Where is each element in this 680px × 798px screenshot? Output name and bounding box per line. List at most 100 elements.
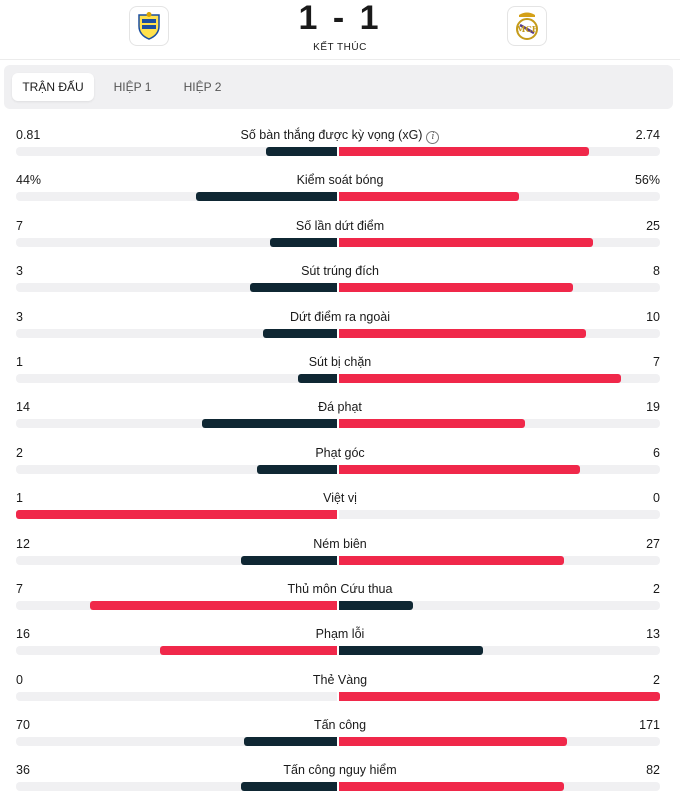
away-stat-value: 82	[646, 763, 660, 778]
tab-second-half[interactable]: HIỆP 2	[183, 80, 222, 94]
stat-label-wrap: Thẻ Vàng	[0, 673, 680, 688]
away-stat-bar-track	[339, 782, 660, 792]
stat-label: Sút trúng đích	[301, 264, 379, 279]
tab-match[interactable]: TRẬN ĐẤU	[12, 73, 94, 101]
stat-label-wrap: Việt vị	[0, 491, 680, 506]
home-stat-bar-track	[16, 373, 337, 383]
away-stat-bar-track	[339, 737, 660, 747]
stat-label: Đá phạt	[318, 400, 362, 415]
info-icon[interactable]: i	[426, 131, 440, 144]
home-stat-value: 1	[16, 491, 23, 506]
away-stat-value: 7	[653, 354, 660, 369]
away-stat-value: 0	[653, 491, 660, 506]
away-stat-bar	[339, 283, 573, 293]
match-score: 1 - 1	[298, 0, 382, 37]
stat-row: 44% Kiểm soát bóng 56%	[0, 163, 680, 208]
away-stat-bar	[339, 419, 525, 429]
home-stat-value: 44%	[16, 173, 42, 188]
home-stat-value: 14	[16, 400, 30, 415]
away-stat-value: 8	[653, 264, 660, 279]
home-stat-bar-track	[16, 782, 337, 792]
stat-label-wrap: Ném biên	[0, 537, 680, 552]
stat-label-wrap: Thủ môn Cứu thua	[0, 582, 680, 597]
home-stat-bar	[196, 192, 337, 202]
tab-first-half[interactable]: HIỆP 1	[113, 80, 152, 94]
away-stat-bar-track	[339, 464, 660, 474]
stat-label: Thủ môn Cứu thua	[287, 581, 393, 596]
home-stat-value: 0.81	[16, 128, 41, 142]
stat-label: Kiểm soát bóng	[296, 173, 384, 188]
home-stat-value: 1	[16, 354, 23, 369]
away-stat-value: 19	[646, 400, 660, 415]
stat-row: 7 Số lần dứt điểm 25	[0, 209, 680, 254]
las-palmas-crest-icon[interactable]	[129, 6, 169, 46]
away-stat-bar	[339, 555, 564, 565]
stat-label-wrap: Dứt điểm ra ngoài	[0, 310, 680, 325]
away-stat-bar-track	[339, 510, 660, 520]
away-stat-bar-track	[339, 646, 660, 656]
home-stat-bar	[16, 510, 337, 520]
stat-row: 16 Phạm lỗi 13	[0, 617, 680, 662]
stat-label: Ném biên	[313, 536, 367, 551]
home-stat-bar	[266, 147, 337, 156]
home-stat-bar	[160, 646, 337, 656]
stat-label-wrap: Số bàn thắng được kỳ vọng (xG) i	[0, 128, 680, 144]
away-stat-bar-track	[339, 373, 660, 383]
home-stat-bar	[241, 555, 337, 565]
home-stat-bar-track	[16, 510, 337, 520]
away-stat-value: 171	[639, 718, 660, 733]
stat-label: Thẻ Vàng	[312, 672, 368, 687]
away-stat-bar	[339, 192, 519, 202]
stat-row: 3 Dứt điểm ra ngoài 10	[0, 300, 680, 345]
stat-row: 0 Thẻ Vàng 2	[0, 663, 680, 708]
stat-label: Tấn công nguy hiểm	[283, 763, 397, 778]
away-stat-bar-track	[339, 691, 660, 701]
stat-row: 2 Phạt góc 6	[0, 436, 680, 481]
home-stat-value: 7	[16, 581, 23, 596]
away-stat-bar	[339, 464, 580, 474]
home-stat-bar-track	[16, 328, 337, 338]
away-stat-value: 2	[653, 672, 660, 687]
stat-label-wrap: Phạm lỗi	[0, 627, 680, 642]
stat-label: Phạt góc	[315, 445, 365, 460]
away-stat-value: 27	[646, 536, 660, 551]
stat-label-wrap: Tấn công nguy hiểm	[0, 763, 680, 778]
away-stat-bar	[339, 600, 413, 610]
away-stat-value: 56%	[634, 173, 660, 188]
stats-list: 0.81 Số bàn thắng được kỳ vọng (xG) i 2.74 4…	[0, 118, 680, 798]
stat-row: 70 Tấn công 171	[0, 708, 680, 753]
stat-row: 36 Tấn công nguy hiểm 82	[0, 753, 680, 798]
home-stat-bar-track	[16, 555, 337, 565]
svg-text:MCF: MCF	[517, 24, 538, 34]
home-stat-bar	[263, 328, 337, 338]
away-stat-bar	[339, 782, 564, 792]
away-stat-value: 2	[653, 581, 660, 596]
away-stat-value: 6	[653, 445, 660, 460]
away-stat-value: 13	[646, 627, 660, 642]
away-stat-bar	[339, 646, 483, 656]
stat-row: 7 Thủ môn Cứu thua 2	[0, 572, 680, 617]
real-madrid-crest-icon[interactable]: MCF	[507, 6, 547, 46]
home-stat-bar-track	[16, 600, 337, 610]
home-stat-value: 3	[16, 309, 23, 324]
home-stat-bar	[250, 283, 337, 293]
stat-row: 1 Sút bị chặn 7	[0, 345, 680, 390]
match-header: 1 - 1 KẾT THÚC MCF	[0, 0, 680, 60]
away-stat-bar-track	[339, 555, 660, 565]
away-stat-bar	[339, 328, 586, 338]
away-stat-bar-track	[339, 600, 660, 610]
home-stat-bar	[202, 419, 337, 429]
away-stat-bar	[339, 373, 621, 383]
home-stat-bar	[90, 600, 337, 610]
home-stat-bar-track	[16, 464, 337, 474]
home-stat-bar	[298, 373, 337, 383]
away-stat-bar	[339, 147, 589, 156]
stat-row: 1 Việt vị 0	[0, 481, 680, 526]
home-stat-bar	[241, 782, 337, 792]
period-tabs: TRẬN ĐẤU HIỆP 1 HIỆP 2	[4, 65, 673, 109]
stat-row: 3 Sút trúng đích 8	[0, 254, 680, 299]
stat-label: Sút bị chặn	[308, 354, 372, 369]
stat-label-wrap: Kiểm soát bóng	[0, 173, 680, 188]
stat-label: Số bàn thắng được kỳ vọng (xG)	[240, 128, 423, 142]
away-stat-bar-track	[339, 192, 660, 202]
